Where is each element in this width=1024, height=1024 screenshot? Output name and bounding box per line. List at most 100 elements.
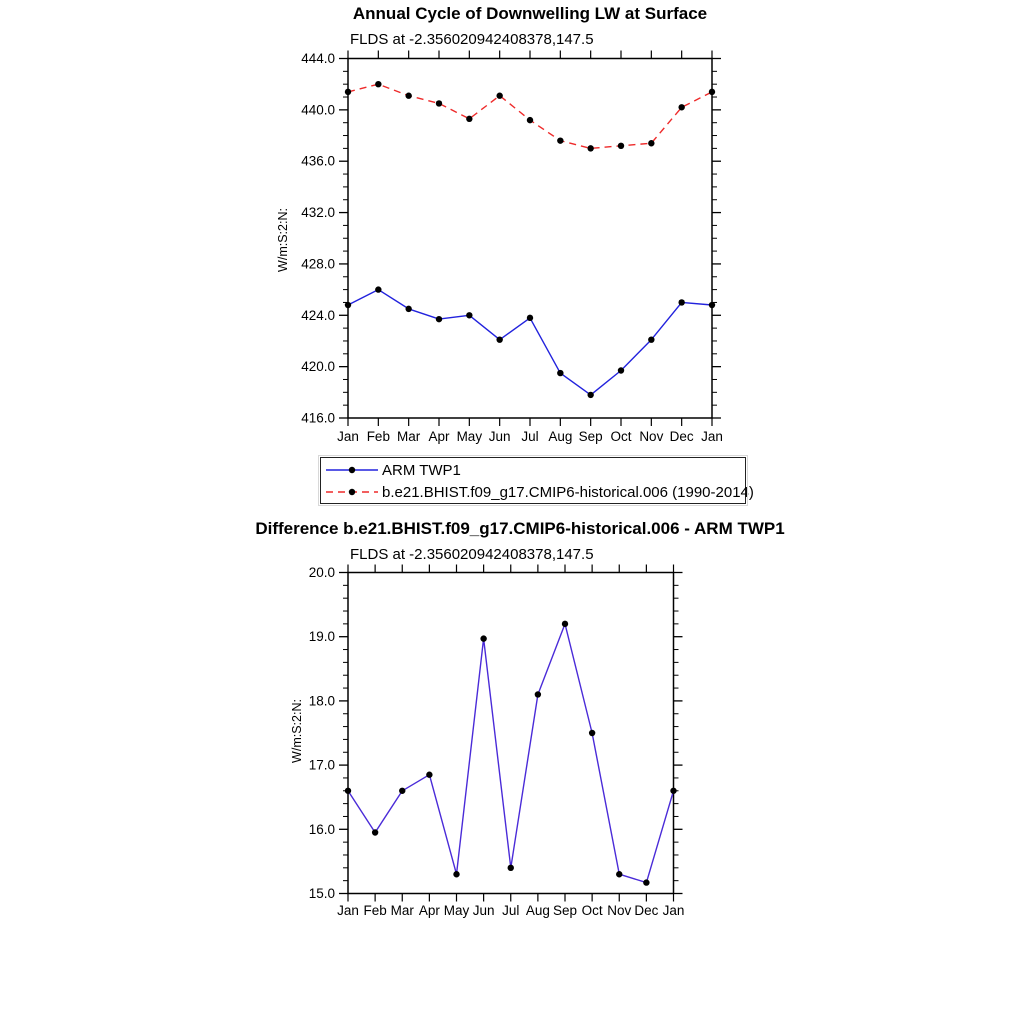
y-tick-label: 20.0 <box>309 565 335 580</box>
x-tick-label: Jul <box>502 903 519 918</box>
chart2-subtitle: FLDS at -2.356020942408378,147.5 <box>350 546 594 563</box>
data-point <box>670 787 677 794</box>
legend-key-solid-line-icon <box>326 466 378 474</box>
y-tick-label: 17.0 <box>309 758 335 773</box>
data-point <box>435 315 443 323</box>
data-point <box>496 92 503 99</box>
x-tick-label: Dec <box>634 903 658 918</box>
data-point <box>375 286 382 293</box>
data-point <box>526 314 534 322</box>
data-point <box>526 116 534 124</box>
data-point <box>587 145 594 152</box>
data-point <box>371 829 379 836</box>
x-tick-label: Jun <box>489 429 511 444</box>
plot-frame <box>347 571 675 895</box>
x-tick-label: Oct <box>582 903 603 918</box>
data-point <box>480 635 487 642</box>
data-point <box>561 620 569 628</box>
x-tick-label: Apr <box>419 903 441 918</box>
x-tick-label: Feb <box>367 429 390 444</box>
x-tick-label: Mar <box>397 429 421 444</box>
data-point <box>507 864 514 872</box>
x-tick-label: Jan <box>337 429 359 444</box>
y-tick-label: 19.0 <box>309 629 335 644</box>
y-tick-label: 18.0 <box>309 693 335 708</box>
data-point <box>648 140 655 147</box>
legend-label-model: b.e21.BHIST.f09_g17.CMIP6-historical.006… <box>382 483 754 501</box>
chart1-y-axis-label: W/m:S:2:N: <box>276 208 290 272</box>
data-point <box>617 367 625 374</box>
data-point <box>344 787 352 794</box>
x-tick-label: Jun <box>473 903 495 918</box>
data-point <box>587 391 594 399</box>
x-tick-label: Sep <box>579 429 603 444</box>
data-point <box>435 100 443 107</box>
x-tick-label: Nov <box>607 903 631 918</box>
data-point <box>344 301 352 309</box>
chart1-subtitle: FLDS at -2.356020942408378,147.5 <box>350 31 594 48</box>
x-tick-label: May <box>457 429 483 444</box>
plot-frame <box>347 57 713 419</box>
data-point <box>466 312 473 319</box>
data-point <box>616 871 623 878</box>
x-tick-label: Jul <box>521 429 538 444</box>
x-tick-label: May <box>444 903 470 918</box>
legend-marker-dot-icon <box>348 466 356 474</box>
x-tick-label: Aug <box>548 429 572 444</box>
legend-item-arm-twp1: ARM TWP1 <box>324 459 745 481</box>
data-point <box>648 336 655 343</box>
x-tick-label: Nov <box>639 429 663 444</box>
x-tick-label: Apr <box>428 429 450 444</box>
x-tick-label: Mar <box>391 903 415 918</box>
data-point <box>399 787 406 794</box>
y-tick-label: 444.0 <box>301 51 335 66</box>
legend-item-model: b.e21.BHIST.f09_g17.CMIP6-historical.006… <box>324 481 754 503</box>
chart2-title: Difference b.e21.BHIST.f09_g17.CMIP6-his… <box>255 519 785 538</box>
y-tick-label: 420.0 <box>301 359 335 374</box>
data-point <box>708 88 716 96</box>
y-tick-label: 424.0 <box>301 308 335 323</box>
y-tick-label: 436.0 <box>301 154 335 169</box>
legend-marker-dot-icon <box>348 488 356 496</box>
x-tick-label: Feb <box>363 903 386 918</box>
legend: ARM TWP1 b.e21.BHIST.f09_g17.CMIP6-histo… <box>318 455 754 506</box>
x-tick-label: Dec <box>670 429 694 444</box>
data-point <box>643 879 650 886</box>
y-tick-label: 416.0 <box>301 411 335 426</box>
y-tick-label: 440.0 <box>301 102 335 117</box>
data-point <box>557 369 564 377</box>
series-line-b-e21-bhist-f09-g17-cmip6-historical-006-1990-2014- <box>347 83 713 150</box>
x-tick-label: Aug <box>526 903 550 918</box>
series-line-arm-twp1 <box>347 288 713 396</box>
data-point <box>466 115 473 123</box>
y-tick-label: 15.0 <box>309 886 335 901</box>
x-tick-label: Jan <box>337 903 359 918</box>
data-point <box>617 142 625 150</box>
data-point <box>557 137 564 144</box>
data-point <box>405 92 412 99</box>
data-point <box>344 88 352 96</box>
data-point <box>534 691 542 698</box>
x-tick-label: Oct <box>610 429 631 444</box>
data-point <box>496 336 503 343</box>
legend-label-arm-twp1: ARM TWP1 <box>382 461 461 479</box>
data-point <box>708 301 716 309</box>
data-point <box>678 299 685 306</box>
chart1-title: Annual Cycle of Downwelling LW at Surfac… <box>352 4 708 23</box>
x-tick-label: Jan <box>701 429 723 444</box>
x-tick-label: Sep <box>553 903 577 918</box>
legend-key-dashed-line-icon <box>326 488 378 496</box>
data-point <box>678 104 685 111</box>
series-line-difference <box>347 623 675 884</box>
data-point <box>426 771 433 778</box>
data-point <box>588 729 596 737</box>
data-point <box>405 305 412 313</box>
x-tick-label: Jan <box>663 903 685 918</box>
chart2-y-axis-label: W/m:S:2:N: <box>290 699 304 763</box>
y-tick-label: 432.0 <box>301 205 335 220</box>
y-tick-label: 16.0 <box>309 822 335 837</box>
data-point <box>453 871 460 878</box>
data-point <box>375 80 382 88</box>
